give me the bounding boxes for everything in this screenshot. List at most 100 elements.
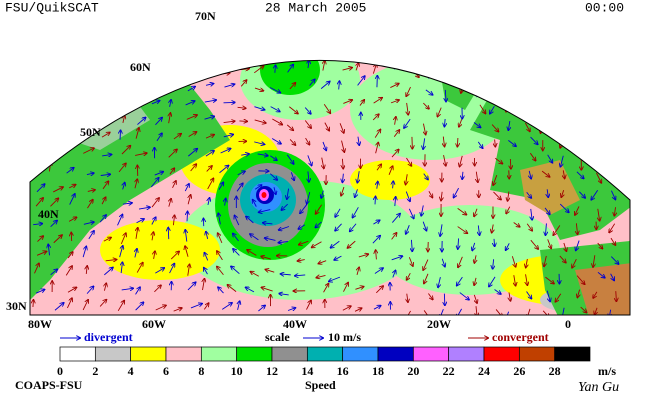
wind-vector (250, 272, 259, 277)
wind-vector (270, 106, 280, 112)
wind-vector (187, 282, 196, 291)
wind-vector (327, 25, 328, 36)
wind-vector (353, 207, 359, 217)
wind-vector (34, 263, 38, 274)
wind-vector (185, 101, 195, 106)
colorbar-cell (200, 346, 238, 362)
wind-vector (33, 224, 42, 225)
colorbar-tick-label: 28 (549, 364, 561, 378)
wind-vector (393, 181, 394, 189)
wind-vector (102, 95, 108, 103)
wind-vector (511, 35, 515, 42)
wind-vector (610, 256, 618, 264)
wind-vector (322, 141, 326, 150)
wind-vector (275, 65, 276, 73)
wind-vector (238, 301, 240, 310)
wind-vector (237, 171, 245, 176)
wind-vector (343, 100, 352, 104)
wind-vector (240, 80, 246, 87)
wind-vector (105, 260, 117, 261)
wind-vector (225, 199, 226, 206)
wind-vector (458, 68, 462, 79)
wind-vector (579, 70, 587, 80)
wind-vector (440, 224, 442, 236)
wind-vector (135, 179, 137, 189)
wind-vector (156, 133, 162, 142)
lat-label: 40N (38, 207, 59, 221)
wind-vector (269, 173, 277, 180)
scale-label: scale (265, 330, 290, 344)
wind-vector (35, 290, 44, 294)
wind-vector (289, 83, 296, 90)
wind-vector (564, 242, 567, 251)
wind-vector (84, 62, 87, 69)
wind-vector (372, 64, 376, 74)
wind-vector (168, 228, 169, 240)
wind-vector (155, 305, 166, 311)
wind-vector (169, 113, 171, 124)
wind-vector (428, 191, 432, 197)
wind-vector (545, 223, 546, 235)
wind-vector (275, 18, 282, 22)
wind-vector (610, 60, 614, 61)
wind-vector (615, 158, 619, 169)
wind-vector (359, 19, 368, 20)
wind-vector (258, 305, 265, 312)
wind-vector (578, 40, 581, 47)
wind-vector (572, 258, 577, 268)
wind-vector (547, 239, 551, 248)
wind-vector (423, 259, 429, 270)
wind-vector (598, 208, 600, 221)
wind-vector (356, 63, 359, 71)
wind-vector (356, 55, 366, 56)
wind-vector (189, 64, 194, 74)
wind-vector (67, 298, 72, 309)
wind-vector (555, 293, 562, 302)
wind-vector (344, 30, 348, 38)
colorbar-title: Speed (305, 378, 336, 392)
wind-vector (69, 27, 74, 36)
wind-vector (287, 65, 294, 73)
wind-vector (300, 203, 308, 213)
wind-vector (493, 259, 494, 269)
wind-vector (70, 116, 81, 122)
wind-vector (395, 117, 396, 125)
wind-vector (560, 155, 564, 167)
wind-vector (527, 308, 531, 315)
wind-vector (374, 6, 375, 17)
wind-vector (329, 276, 341, 281)
wind-vector (457, 276, 463, 285)
wind-vector (562, 307, 564, 315)
wind-vector (529, 152, 535, 160)
wind-vector (406, 17, 412, 26)
wind-vector (322, 48, 328, 54)
wind-vector (495, 157, 502, 163)
wind-vector (206, 68, 214, 73)
wind-vector (298, 224, 306, 229)
wind-vector (458, 256, 463, 267)
wind-vector (136, 228, 138, 239)
wind-vector (335, 223, 342, 231)
colorbar-cell (377, 346, 414, 362)
wind-vector (526, 71, 531, 79)
wind-vector (561, 89, 566, 100)
wind-vector (119, 246, 123, 258)
wind-vector (231, 266, 240, 275)
wind-vector (237, 107, 246, 108)
wind-vector (102, 64, 103, 72)
wind-vector (168, 77, 173, 88)
wind-vector (151, 101, 160, 105)
wind-vector (490, 105, 495, 113)
wind-vector (37, 125, 43, 137)
wind-vector (99, 300, 106, 307)
wind-vector (339, 123, 344, 133)
wind-vector (509, 292, 511, 300)
wind-vector (393, 130, 399, 137)
wind-vector (171, 44, 177, 53)
wind-vector (407, 272, 411, 280)
wind-vector (239, 18, 247, 19)
wind-vector (474, 208, 477, 217)
wind-vector (206, 232, 208, 239)
wind-vector (508, 139, 516, 146)
wind-vector (170, 251, 179, 260)
